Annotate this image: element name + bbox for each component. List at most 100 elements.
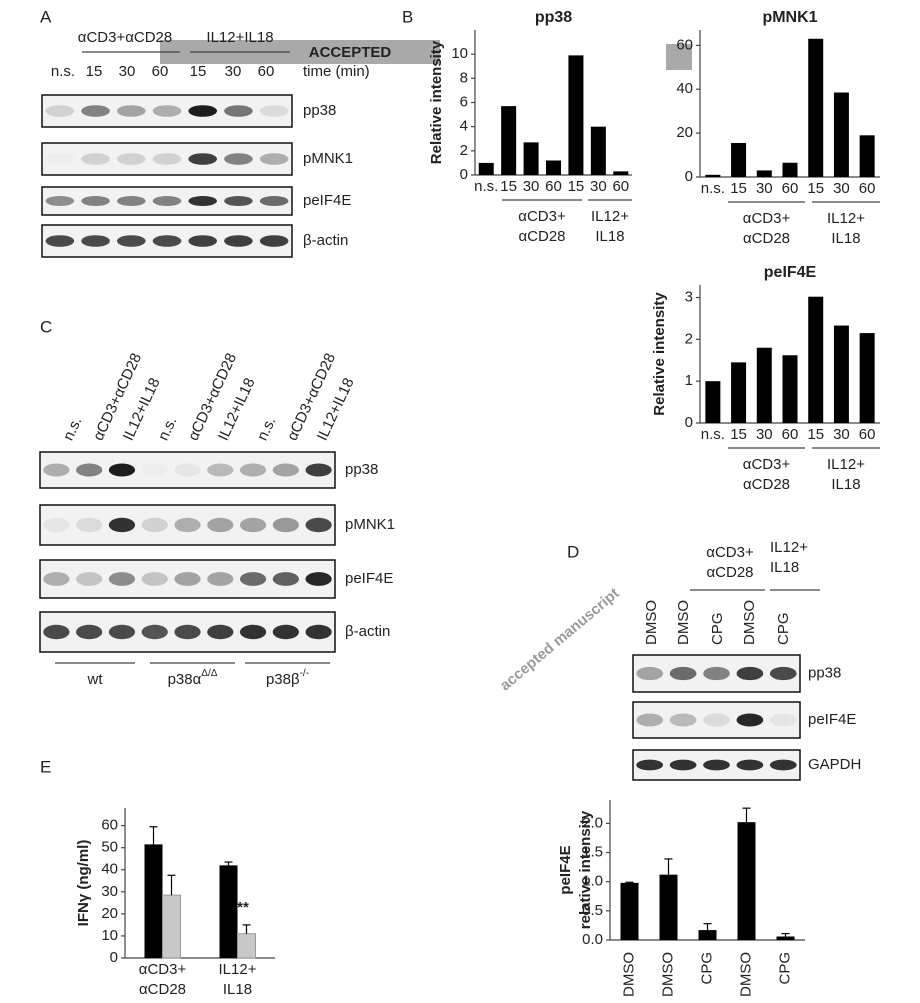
y-axis-label: Relative intensity [651, 292, 668, 416]
x-tick-label: CPG [776, 952, 793, 985]
band [108, 572, 136, 586]
bar [613, 171, 629, 175]
group-label: αCD28 [706, 564, 753, 581]
y-tick-label: 30 [101, 883, 118, 900]
x-tick-label: DMSO [620, 952, 637, 997]
bar [568, 55, 584, 175]
band [703, 759, 730, 771]
group-label: IL12+ [770, 539, 808, 556]
watermark: accepted manuscript [497, 585, 623, 694]
group-label: IL18 [831, 476, 860, 493]
group-label: αCD3+ [743, 210, 791, 227]
band [108, 463, 136, 477]
band [272, 624, 299, 640]
band [736, 759, 764, 771]
band [117, 195, 146, 207]
bar [731, 142, 747, 177]
bar [698, 930, 717, 940]
x-tick-label: 15 [500, 178, 517, 195]
x-tick-label: 30 [523, 178, 540, 195]
error-bar [742, 807, 751, 823]
x-tick-label: 15 [730, 426, 747, 443]
chart-title: pp38 [535, 9, 572, 26]
genotype-base: wt [87, 671, 104, 688]
chart-title: peIF4E [764, 264, 817, 281]
cover-box [666, 44, 692, 70]
band [188, 105, 217, 117]
band [636, 713, 664, 727]
genotype-label: p38β-/- [266, 668, 309, 688]
band [152, 105, 182, 117]
lane-label: 15 [86, 63, 103, 80]
band [81, 235, 110, 247]
bar [620, 882, 639, 940]
panel-letter: C [40, 317, 52, 336]
lane-label: n.s. [254, 414, 280, 443]
annotation: ** [237, 899, 249, 916]
bar [808, 38, 824, 177]
group-label: IL18 [595, 228, 624, 245]
band [141, 572, 168, 586]
time-label: time (min) [303, 63, 370, 80]
band [141, 624, 168, 640]
lane-label: CPG [709, 612, 726, 645]
y-tick-label: 0 [460, 166, 468, 183]
y-axis-label: peIF4E [557, 845, 574, 894]
band [76, 624, 103, 640]
bar [756, 170, 772, 177]
band [259, 105, 289, 117]
x-tick-label: 60 [859, 180, 876, 197]
band [43, 624, 70, 640]
row-label: peIF4E [303, 192, 351, 209]
band [669, 666, 697, 681]
lane-label: n.s. [51, 63, 75, 80]
band [305, 572, 332, 586]
band [259, 235, 289, 247]
band [188, 153, 217, 165]
band [239, 624, 267, 640]
lane-label: DMSO [741, 600, 758, 645]
chart-title: pMNK1 [762, 9, 817, 26]
band [259, 153, 289, 165]
genotype-base: p38β [266, 671, 300, 688]
band [43, 463, 70, 477]
error-bar [703, 923, 712, 931]
banner: ACCEPTED [309, 44, 392, 61]
bar [219, 865, 238, 958]
band [305, 463, 332, 477]
group-label: IL18 [770, 559, 799, 576]
bar [756, 347, 772, 423]
error-bar [242, 924, 251, 934]
row-label: pMNK1 [303, 150, 353, 167]
lane-label: n.s. [60, 414, 86, 443]
group-label: αCD3+ [743, 456, 791, 473]
group-label: αCD28 [518, 228, 565, 245]
band [152, 153, 182, 165]
y-tick-label: 10 [451, 45, 468, 62]
x-tick-label: 30 [590, 178, 607, 195]
band [141, 517, 168, 533]
genotype-label: p38αΔ/Δ [168, 668, 218, 688]
group-label: IL12+ [827, 210, 865, 227]
bar [478, 162, 494, 175]
band [76, 517, 103, 533]
band [736, 713, 764, 727]
band [703, 666, 730, 681]
band [239, 463, 267, 477]
y-axis-label: IFNγ (ng/ml) [75, 840, 92, 927]
x-tick-label: 15 [568, 178, 585, 195]
band [769, 759, 797, 771]
bar [144, 844, 163, 958]
x-tick-label: 30 [833, 180, 850, 197]
x-tick-label: αCD3+ [139, 961, 187, 978]
band [174, 463, 201, 477]
band [43, 572, 70, 586]
band [272, 517, 299, 533]
y-tick-label: 0 [685, 168, 693, 185]
group-label: αCD3+ [518, 208, 566, 225]
band [636, 759, 664, 771]
y-tick-label: 1 [685, 372, 693, 389]
lane-label: 30 [119, 63, 136, 80]
lane-label: n.s. [155, 414, 181, 443]
